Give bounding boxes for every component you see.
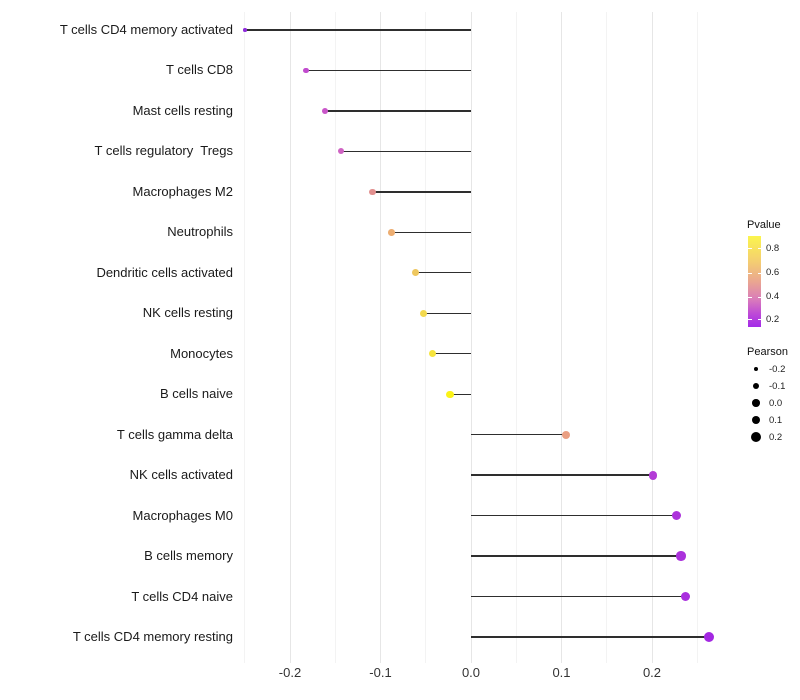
pearson-legend-title: Pearson <box>747 346 788 358</box>
size-legend-dot <box>753 366 759 372</box>
pvalue-colorbar <box>748 236 761 327</box>
size-legend-label: -0.1 <box>769 380 786 392</box>
y-axis-label: Monocytes <box>170 345 233 361</box>
size-legend-label: 0.0 <box>769 397 783 409</box>
size-legend-dot <box>751 432 761 442</box>
lollipop-dot <box>704 632 714 642</box>
colorbar-tick <box>748 319 752 321</box>
lollipop-stem <box>471 433 567 436</box>
size-legend-dot <box>751 415 761 425</box>
lollipop-stem <box>471 514 677 517</box>
colorbar-tick-label: 0.4 <box>766 291 780 303</box>
lollipop-dot <box>676 551 686 561</box>
lollipop-stem <box>432 353 471 355</box>
y-axis-label: NK cells resting <box>142 305 233 321</box>
y-axis-label: Mast cells resting <box>132 102 233 118</box>
gridline-minor <box>334 12 336 663</box>
y-axis-label: T cells CD4 naive <box>131 588 233 604</box>
lollipop-dot <box>420 309 428 317</box>
lollipop-stem <box>244 29 471 31</box>
lollipop-dot <box>303 67 310 74</box>
lollipop-dot <box>369 188 376 196</box>
y-axis-label: B cells naive <box>160 386 233 402</box>
size-legend-label: 0.1 <box>769 414 783 426</box>
size-legend-label: 0.2 <box>769 431 783 443</box>
lollipop-dot <box>561 430 571 439</box>
colorbar-tick <box>757 272 761 274</box>
y-axis-label: Dendritic cells activated <box>96 264 233 280</box>
gridline-minor <box>515 12 517 663</box>
y-axis-label: T cells CD4 memory activated <box>59 22 233 37</box>
lollipop-dot <box>242 28 247 32</box>
lollipop-dot <box>680 591 691 602</box>
y-axis-label: T cells CD4 memory resting <box>72 629 233 644</box>
lollipop-stem <box>471 595 686 598</box>
lollipop-stem <box>340 150 471 153</box>
gridline-major <box>470 12 472 663</box>
lollipop-dot <box>322 108 329 114</box>
gridline-major <box>289 12 291 663</box>
colorbar-tick <box>757 248 761 249</box>
colorbar-tick-label: 0.8 <box>766 242 780 254</box>
gridline-minor <box>244 12 246 663</box>
size-legend-label: -0.2 <box>769 363 786 375</box>
colorbar-tick <box>757 319 761 321</box>
colorbar-tick <box>748 248 752 249</box>
colorbar-tick <box>757 296 761 298</box>
lollipop-dot <box>428 350 436 358</box>
y-axis-label: T cells CD8 <box>166 62 233 78</box>
lollipop-dot <box>648 470 658 480</box>
lollipop-dot <box>337 148 344 155</box>
lollipop-stem <box>471 474 653 476</box>
x-axis-tick-label: 0.0 <box>461 665 481 680</box>
lollipop-dot <box>388 229 395 236</box>
colorbar-tick <box>748 296 752 298</box>
size-legend-dot <box>753 383 759 389</box>
y-axis-label: B cells memory <box>144 548 233 564</box>
y-axis-label: T cells regulatory Tregs <box>94 143 233 159</box>
lollipop-dot <box>446 390 454 398</box>
gridline-major <box>380 12 381 663</box>
lollipop-stem <box>471 555 681 557</box>
lollipop-stem <box>391 231 471 234</box>
y-axis-label: NK cells activated <box>129 467 233 483</box>
lollipop-dot <box>412 269 420 277</box>
lollipop-stem <box>471 636 709 638</box>
colorbar-tick <box>748 272 752 274</box>
lollipop-stem <box>306 69 471 72</box>
gridline-major <box>561 12 562 663</box>
x-axis-tick-label: -0.1 <box>369 665 392 680</box>
lollipop-stem <box>423 312 471 314</box>
x-axis-tick-label: 0.2 <box>642 665 662 680</box>
pvalue-legend-title: Pvalue <box>747 219 781 231</box>
y-axis-label: Macrophages M2 <box>132 183 233 199</box>
gridline-minor <box>606 12 608 663</box>
gridline-major <box>651 12 653 663</box>
lollipop-dot <box>671 511 681 521</box>
y-axis-label: Neutrophils <box>167 224 233 240</box>
y-axis-label: Macrophages M0 <box>132 507 233 523</box>
colorbar-tick-label: 0.2 <box>766 313 780 325</box>
lollipop-stem <box>372 191 471 193</box>
y-axis-label: T cells gamma delta <box>116 426 233 442</box>
x-axis-tick-label: -0.2 <box>278 665 302 680</box>
size-legend-dot <box>752 399 760 407</box>
gridline-minor <box>425 12 427 663</box>
lollipop-stem <box>450 393 471 395</box>
gridline-minor <box>696 12 698 663</box>
lollipop-stem <box>415 272 471 274</box>
x-axis-tick-label: 0.1 <box>552 665 571 680</box>
lollipop-stem <box>325 110 471 112</box>
colorbar-tick-label: 0.6 <box>766 267 780 279</box>
